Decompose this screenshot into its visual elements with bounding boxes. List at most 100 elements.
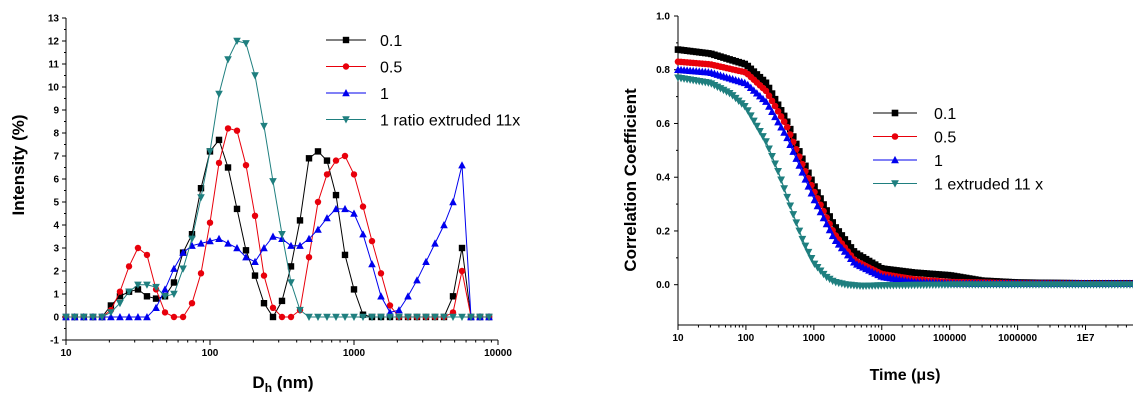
size-legend-item: 1 ratio extruded 11x xyxy=(326,113,520,130)
corr-data-point xyxy=(771,95,779,103)
corr-x-tick-label: 1000000 xyxy=(998,333,1037,344)
corr-y-tick-label: 0.2 xyxy=(656,226,670,237)
corr-data-point xyxy=(786,125,794,133)
size-data-point xyxy=(458,244,466,252)
corr-data-point xyxy=(740,102,749,111)
corr-data-point xyxy=(780,118,788,125)
corr-data-point xyxy=(768,152,776,161)
size-data-point xyxy=(422,257,430,265)
corr-data-point xyxy=(771,102,779,110)
size-legend-marker xyxy=(342,63,350,70)
size-data-point xyxy=(242,40,250,48)
size-data-point xyxy=(323,157,331,164)
size-data-point xyxy=(449,293,457,300)
size-data-point xyxy=(260,272,268,279)
corr-data-point xyxy=(807,255,816,263)
corr-series-3 xyxy=(674,65,1133,287)
size-data-point xyxy=(359,203,367,210)
size-data-point xyxy=(125,263,133,270)
size-data-point xyxy=(476,313,484,321)
size-data-point xyxy=(449,198,457,206)
size-data-point xyxy=(278,297,286,305)
size-data-point xyxy=(305,234,313,242)
corr-series-4 xyxy=(674,74,1133,291)
size-data-point xyxy=(170,264,178,272)
size-data-point xyxy=(422,313,430,321)
corr-data-point xyxy=(774,101,782,109)
corr-data-point xyxy=(841,236,849,243)
corr-legend-label: 0.1 xyxy=(934,106,956,123)
size-data-point xyxy=(332,204,340,213)
size-data-point xyxy=(404,292,412,300)
size-data-point xyxy=(80,313,88,321)
corr-data-point xyxy=(819,213,828,222)
corr-series-2 xyxy=(674,58,1133,287)
size-data-point xyxy=(152,295,160,302)
corr-data-point xyxy=(798,168,807,176)
size-data-point xyxy=(377,313,385,321)
correlation-y-axis-title: Correlation Coefficient xyxy=(621,88,640,272)
size-data-point xyxy=(143,313,151,321)
size-legend-marker xyxy=(342,89,350,97)
corr-data-point xyxy=(771,112,779,121)
size-data-point xyxy=(215,136,223,144)
size-data-point xyxy=(251,272,259,279)
size-data-point xyxy=(233,205,241,213)
size-data-point xyxy=(287,263,295,270)
corr-data-point xyxy=(816,207,825,216)
size-data-point xyxy=(458,161,466,169)
corr-legend-marker xyxy=(891,180,899,188)
corr-data-point xyxy=(832,224,840,231)
corr-data-point xyxy=(783,193,792,202)
size-data-point xyxy=(413,313,421,321)
corr-data-point xyxy=(795,227,804,236)
size-data-point xyxy=(116,313,124,321)
size-data-point xyxy=(305,155,313,162)
size-data-point xyxy=(377,270,385,277)
size-data-point xyxy=(242,253,250,261)
corr-data-point xyxy=(786,140,795,149)
size-data-point xyxy=(314,148,322,155)
corr-data-point xyxy=(774,117,782,126)
size-data-point xyxy=(62,313,70,321)
corr-data-point xyxy=(825,225,834,234)
correlation-legend: 0.1 0.5 1 1 extruded 11 x xyxy=(873,106,1043,194)
size-data-point xyxy=(341,204,349,213)
corr-legend-item: 1 extruded 11 x xyxy=(873,177,1043,194)
corr-data-point xyxy=(780,128,789,136)
size-legend-label: 0.5 xyxy=(380,60,402,77)
correlation-plot-area: 0.00.20.40.60.81.010 100 1000 10000 100000 10… xyxy=(656,12,1133,344)
size-data-point xyxy=(368,260,376,268)
size-data-point xyxy=(332,313,340,321)
corr-data-point xyxy=(786,202,795,210)
size-y-tick-label: 13 xyxy=(48,14,60,25)
size-data-point xyxy=(233,37,241,45)
size-data-point xyxy=(314,198,322,206)
corr-data-point xyxy=(765,102,773,110)
size-y-tick-label: 1 xyxy=(53,290,59,301)
corr-data-point xyxy=(843,250,852,259)
corr-x-tick-label: 1E7 xyxy=(1077,333,1095,344)
size-y-tick-label: 12 xyxy=(48,37,60,48)
size-data-point xyxy=(305,313,313,321)
size-data-point xyxy=(287,279,295,287)
size-legend-label: 0.1 xyxy=(380,33,402,50)
corr-data-point xyxy=(802,162,809,170)
corr-series-line xyxy=(677,61,1133,285)
corr-data-point xyxy=(783,123,791,131)
corr-data-point xyxy=(811,183,818,190)
corr-series-line xyxy=(677,69,1133,285)
size-data-point xyxy=(251,212,259,219)
corr-data-point xyxy=(847,254,855,262)
size-x-tick-label: 10000 xyxy=(484,348,512,359)
size-data-point xyxy=(323,313,331,321)
corr-legend-marker xyxy=(891,109,899,117)
corr-data-point xyxy=(844,240,852,247)
size-legend-marker xyxy=(342,116,350,124)
corr-data-point xyxy=(828,231,837,240)
corr-data-point xyxy=(796,148,803,155)
corr-data-point xyxy=(765,145,773,153)
corr-data-point xyxy=(804,182,813,190)
